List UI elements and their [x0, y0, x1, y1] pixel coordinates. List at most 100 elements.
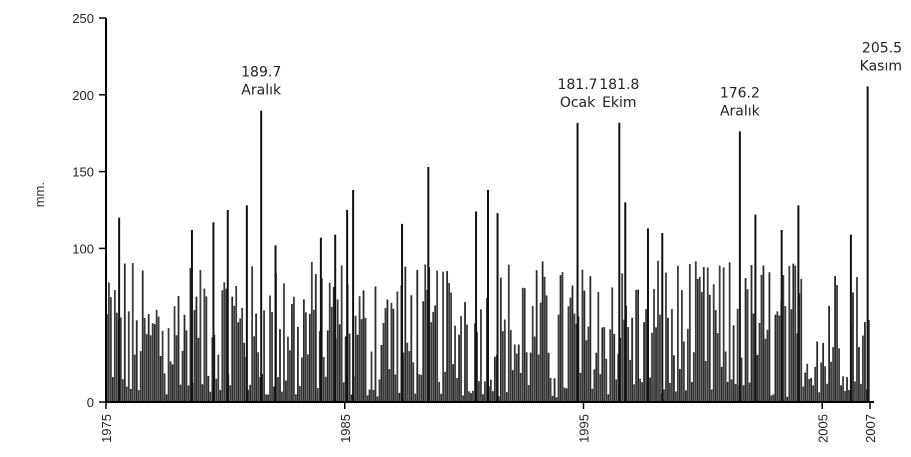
rain-bar [269, 295, 271, 402]
rain-bar [332, 287, 335, 402]
rain-bar [605, 358, 608, 402]
rain-bar [129, 388, 132, 402]
rain-bar [211, 337, 214, 402]
peak-value-label: 181.7 [557, 77, 597, 93]
rain-bar [131, 263, 134, 402]
rain-bar [281, 391, 283, 402]
rain-bar [573, 313, 576, 402]
rain-bar [406, 342, 409, 402]
rain-bar [362, 290, 365, 402]
rain-bar [456, 377, 458, 402]
rain-bar [704, 360, 707, 402]
rain-bar [219, 389, 222, 402]
rain-bar [702, 267, 705, 402]
rain-bar [322, 356, 325, 402]
rain-bar [259, 376, 261, 402]
rain-bar [472, 390, 474, 402]
rain-bar [503, 319, 506, 402]
rain-bar [792, 263, 795, 402]
rain-bar [744, 278, 747, 402]
rain-bar [384, 308, 387, 402]
rain-bar [535, 270, 538, 402]
rain-bar [621, 273, 624, 402]
rain-bar [402, 352, 405, 402]
rain-bar [466, 324, 468, 402]
peak-value-label: 176.2 [720, 85, 760, 101]
rain-bar [764, 338, 767, 402]
rain-bar [607, 394, 610, 402]
rain-bar [593, 369, 596, 402]
rain-bar [394, 374, 397, 402]
rain-bar [181, 350, 184, 402]
x-tick-label: 1975 [99, 414, 114, 443]
rain-bar [736, 308, 739, 402]
rain-bar [547, 352, 550, 402]
rain-bar [460, 316, 462, 402]
rain-bar [225, 288, 228, 402]
rain-bar [688, 264, 691, 402]
rain-bar [175, 335, 178, 402]
rain-bar [458, 334, 460, 402]
rain-bar [820, 362, 823, 402]
rain-bar [513, 344, 516, 402]
rain-bar [372, 389, 375, 402]
rain-bar [267, 394, 269, 402]
rain-bar [700, 292, 703, 402]
rain-bar [591, 388, 594, 402]
rain-bar [549, 378, 552, 402]
rain-bar [812, 385, 815, 402]
rain-bar [482, 394, 484, 402]
rain-bar [306, 354, 309, 402]
rain-bar [515, 353, 518, 402]
rain-bar [557, 314, 560, 402]
rain-bar [692, 352, 695, 402]
rain-bar [856, 277, 858, 402]
rain-bar [858, 347, 860, 402]
rain-bar [529, 352, 532, 402]
rain-bar [756, 354, 759, 402]
rain-bar [770, 395, 773, 402]
rain-bar [680, 290, 683, 402]
rain-bar [444, 371, 447, 402]
rain-bar [277, 376, 279, 402]
rain-bar [155, 309, 158, 402]
rain-bar [378, 379, 381, 402]
rain-bar [141, 270, 144, 402]
rain-bar [386, 299, 389, 402]
rain-bar [283, 283, 285, 402]
rain-bar [659, 314, 661, 402]
rain-bar [734, 384, 737, 402]
rain-bar [519, 372, 522, 402]
rain-bar [505, 392, 508, 402]
rain-bar [366, 395, 369, 402]
rain-bar [673, 355, 675, 402]
rain-bar [484, 381, 486, 402]
rain-bar [348, 333, 351, 402]
rain-bar [545, 295, 548, 402]
rain-bar [189, 267, 192, 402]
rain-bar [665, 272, 667, 402]
rain-bar [671, 309, 673, 402]
rain-bar [398, 392, 401, 402]
rain-bar [718, 265, 721, 402]
rain-bar [302, 299, 305, 402]
rain-bar [786, 396, 789, 402]
rain-bar [599, 374, 602, 402]
rain-bar [824, 366, 827, 402]
rain-bar [776, 311, 779, 402]
rain-bar [762, 265, 765, 402]
rain-bar [217, 354, 220, 402]
rain-bar [338, 324, 341, 402]
rain-bar [171, 364, 174, 402]
rain-bar [802, 386, 805, 402]
rain-bar [388, 368, 391, 402]
rain-bar [649, 377, 651, 402]
rain-bar [462, 395, 464, 402]
rain-bar [247, 389, 250, 402]
rain-bar [686, 328, 689, 402]
rain-bar [149, 335, 152, 402]
peak-month-label: Kasım [860, 58, 902, 74]
rain-bar [376, 396, 379, 402]
rain-bar [663, 389, 665, 402]
rain-bar [742, 385, 745, 402]
